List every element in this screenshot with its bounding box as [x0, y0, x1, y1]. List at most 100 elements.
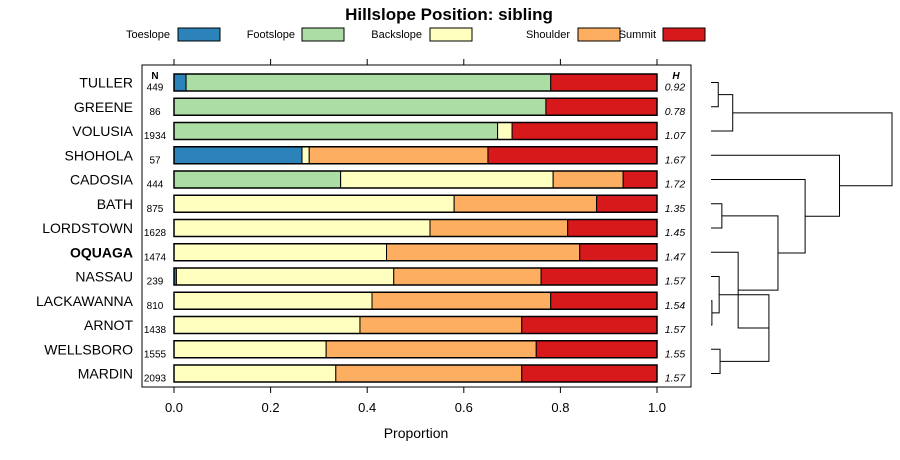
- bar-wellsboro-backslope: [173, 340, 327, 359]
- bar-lackawanna-backslope: [173, 291, 373, 310]
- bar-nassau-summit: [540, 267, 658, 286]
- dendrogram-link-3: [711, 300, 713, 326]
- row-lordstown: LORDSTOWN 1628 1.45: [42, 218, 686, 239]
- bar-outline-wellsboro: [173, 340, 658, 359]
- n-value-tuller: 449: [147, 83, 164, 94]
- x-tick-label-5: 1.0: [648, 400, 666, 415]
- bar-cadosia-backslope: [340, 170, 554, 189]
- bar-volusia-footslope: [173, 122, 499, 140]
- n-value-nassau: 239: [147, 277, 164, 288]
- bar-nassau-shoulder: [393, 267, 542, 286]
- bar-cadosia-shoulder: [552, 170, 624, 189]
- n-value-cadosia: 444: [147, 180, 164, 191]
- bar-lordstown-summit: [567, 219, 658, 237]
- bar-lordstown-shoulder: [429, 219, 569, 237]
- n-value-lordstown: 1628: [144, 228, 167, 239]
- row-label-wellsboro: WELLSBORO: [44, 341, 133, 357]
- plot-frame: [141, 64, 692, 388]
- n-value-shohola: 57: [149, 155, 161, 166]
- bar-shohola-shoulder: [308, 146, 489, 165]
- row-label-nassau: NASSAU: [75, 269, 133, 285]
- bar-shohola-backslope: [301, 146, 310, 165]
- bar-wellsboro-summit: [535, 340, 658, 359]
- row-label-cadosia: CADOSIA: [70, 172, 134, 188]
- n-value-arnot: 1438: [144, 325, 167, 336]
- bar-mardin-backslope: [173, 364, 337, 383]
- bar-outline-mardin: [173, 364, 658, 383]
- dendrogram-link-8: [721, 215, 779, 291]
- bar-outline-lackawanna: [173, 291, 658, 310]
- row-label-bath: BATH: [97, 196, 133, 212]
- bar-outline-oquaga: [173, 243, 658, 262]
- bar-bath-backslope: [173, 194, 455, 213]
- bar-arnot-summit: [521, 316, 658, 334]
- bar-bath-shoulder: [453, 194, 598, 213]
- bar-cadosia-footslope: [173, 170, 342, 189]
- legend-swatch-summit: [662, 27, 706, 42]
- bar-outline-tuller: [173, 73, 658, 92]
- bar-outline-bath: [173, 194, 658, 213]
- bar-oquaga-shoulder: [386, 243, 581, 262]
- row-label-arnot: ARNOT: [84, 317, 133, 333]
- dendrogram-link-0: [711, 82, 719, 108]
- bar-shohola-toeslope: [173, 146, 303, 165]
- chart-title: Hillslope Position: sibling: [345, 5, 553, 24]
- n-value-greene: 86: [149, 107, 161, 118]
- bar-lackawanna-summit: [550, 291, 658, 310]
- x-tick-label-0: 0.0: [165, 400, 183, 415]
- bar-arnot-backslope: [173, 316, 361, 334]
- n-value-wellsboro: 1555: [144, 349, 167, 360]
- row-nassau: NASSAU 239 1.57: [75, 267, 687, 288]
- n-value-bath: 875: [147, 204, 164, 215]
- legend-swatch-toeslope: [177, 27, 221, 42]
- bar-shohola-summit: [487, 146, 658, 165]
- row-mardin: MARDIN 2093 1.57: [78, 364, 686, 385]
- bar-lackawanna-shoulder: [371, 291, 552, 310]
- h-value-lordstown: 1.45: [665, 227, 686, 239]
- dendrogram: [711, 82, 893, 374]
- bar-mardin-summit: [521, 364, 658, 383]
- bar-volusia-summit: [511, 122, 658, 140]
- dendrogram-link-11: [732, 112, 893, 187]
- legend-label-shoulder: Shoulder: [526, 29, 570, 41]
- bar-tuller-summit: [550, 73, 658, 92]
- row-label-volusia: VOLUSIA: [72, 123, 133, 139]
- row-lackawanna: LACKAWANNA 810 1.54: [36, 291, 686, 312]
- dendrogram-link-2: [711, 203, 723, 229]
- bar-outline-arnot: [173, 315, 658, 335]
- x-tick-label-2: 0.4: [358, 400, 376, 415]
- bar-tuller-toeslope: [173, 73, 187, 92]
- row-shohola: SHOHOLA 57 1.67: [65, 146, 687, 166]
- bar-bath-summit: [596, 194, 658, 213]
- dendrogram-link-1: [711, 94, 734, 132]
- bar-outline-lordstown: [173, 218, 658, 238]
- row-label-lordstown: LORDSTOWN: [42, 220, 133, 236]
- bar-outline-volusia: [173, 121, 658, 141]
- bar-outline-greene: [173, 97, 658, 116]
- legend-label-backslope: Backslope: [371, 29, 422, 41]
- row-label-greene: GREENE: [74, 99, 133, 115]
- h-value-tuller: 0.92: [665, 82, 686, 94]
- h-value-lackawanna: 1.54: [665, 300, 686, 312]
- bar-wellsboro-shoulder: [325, 340, 537, 359]
- h-value-wellsboro: 1.55: [665, 348, 686, 360]
- row-oquaga: OQUAGA 1474 1.47: [70, 243, 686, 263]
- legend-label-toeslope: Toeslope: [126, 29, 170, 41]
- x-tick-label-1: 0.2: [262, 400, 280, 415]
- h-value-greene: 0.78: [665, 106, 686, 118]
- x-tick-label-4: 0.8: [551, 400, 569, 415]
- bar-lordstown-backslope: [173, 219, 431, 237]
- row-cadosia: CADOSIA 444 1.72: [70, 170, 685, 191]
- n-value-oquaga: 1474: [144, 252, 167, 263]
- x-axis: 0.0 0.2 0.4 0.6 0.8 1.0: [165, 59, 666, 415]
- dendrogram-link-5: [711, 348, 721, 374]
- row-tuller: TULLER 449 0.92: [79, 73, 686, 94]
- h-value-nassau: 1.57: [665, 276, 687, 288]
- n-value-volusia: 1934: [144, 131, 167, 142]
- legend-swatch-shoulder: [577, 27, 621, 42]
- row-greene: GREENE 86 0.78: [74, 97, 686, 118]
- bar-volusia-backslope: [497, 122, 513, 140]
- h-value-shohola: 1.67: [665, 154, 687, 166]
- row-label-shohola: SHOHOLA: [65, 147, 134, 163]
